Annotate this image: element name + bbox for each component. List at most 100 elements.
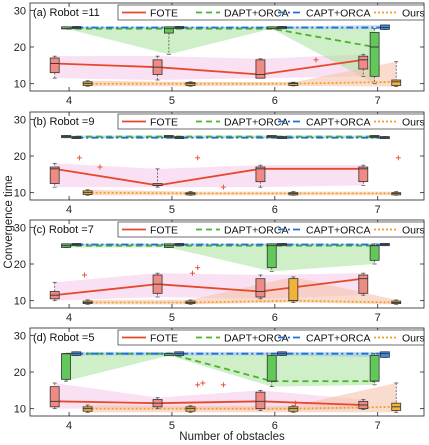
fote-box bbox=[255, 278, 266, 298]
y-tick-label: 20 bbox=[14, 151, 26, 163]
fote-outlier bbox=[97, 164, 103, 170]
fote-outlier bbox=[195, 382, 201, 388]
dapt-box bbox=[266, 355, 277, 382]
legend: FOTE DAPT+ORCA CAPT+ORCA Ours bbox=[117, 113, 425, 130]
y-tick-label: 30 bbox=[14, 114, 26, 126]
panel-title: (d) Robot =5 bbox=[33, 332, 94, 344]
dapt-range-band bbox=[66, 26, 375, 84]
panel-title: (a) Robot =11 bbox=[33, 7, 100, 19]
legend-label-dapt: DAPT+ORCA bbox=[224, 225, 288, 237]
fote-outlier bbox=[76, 155, 82, 161]
fote-median-line bbox=[54, 400, 364, 406]
y-tick-label: 20 bbox=[14, 259, 26, 271]
fote-box bbox=[255, 59, 266, 79]
capt-box bbox=[380, 351, 390, 358]
ours-range-band bbox=[87, 61, 397, 87]
fote-outlier bbox=[220, 184, 226, 190]
fote-outlier bbox=[395, 155, 401, 161]
fote-outlier bbox=[190, 270, 196, 276]
legend-label-capt: CAPT+ORCA bbox=[306, 8, 370, 20]
dapt-box bbox=[163, 26, 174, 34]
dapt-box bbox=[369, 355, 380, 382]
legend-label-ours: Ours bbox=[402, 225, 425, 237]
fote-outlier bbox=[200, 380, 206, 386]
legend-label-ours: Ours bbox=[402, 8, 425, 20]
fote-outlier bbox=[220, 382, 226, 388]
legend-label-fote: FOTE bbox=[150, 333, 178, 345]
dapt-range-band bbox=[66, 243, 375, 272]
x-tick-label: 6 bbox=[272, 204, 278, 216]
dapt-box bbox=[369, 31, 380, 77]
legend-box bbox=[117, 113, 425, 130]
fote-outlier bbox=[195, 155, 201, 161]
ours-median-line bbox=[87, 191, 397, 195]
legend-label-capt: CAPT+ORCA bbox=[306, 225, 370, 237]
ours-box bbox=[288, 82, 299, 86]
x-tick-label: 7 bbox=[375, 312, 381, 324]
legend-label-fote: FOTE bbox=[150, 8, 178, 20]
ours-median-line bbox=[87, 405, 397, 410]
y-tick-label: 30 bbox=[14, 222, 26, 234]
legend: FOTE DAPT+ORCA CAPT+ORCA Ours bbox=[117, 4, 425, 21]
ours-box bbox=[391, 79, 402, 86]
x-tick-label: 4 bbox=[66, 420, 72, 432]
x-tick-label: 4 bbox=[66, 204, 72, 216]
y-tick-label: 20 bbox=[14, 367, 26, 379]
fote-box bbox=[49, 386, 60, 408]
fote-box bbox=[255, 166, 266, 183]
x-tick-label: 5 bbox=[169, 204, 175, 216]
panel-4: 10 20 30 4 5 6 7 (d) Robot =5 FOTE DAPT+ORCA CAPT+… bbox=[14, 327, 425, 432]
fote-median-line bbox=[54, 58, 364, 76]
legend-label-capt: CAPT+ORCA bbox=[306, 117, 370, 129]
x-tick-label: 5 bbox=[169, 95, 175, 107]
legend-label-fote: FOTE bbox=[150, 117, 178, 129]
panel-3: 10 20 30 4 5 6 7 (c) Robot =7 FOTE DAPT+ORCA CAPT+… bbox=[14, 219, 425, 324]
legend-label-dapt: DAPT+ORCA bbox=[224, 8, 288, 20]
y-tick-label: 20 bbox=[14, 42, 26, 54]
dapt-box bbox=[266, 243, 277, 269]
x-tick-label: 4 bbox=[66, 312, 72, 324]
dapt-box bbox=[61, 353, 71, 380]
legend-box bbox=[117, 4, 425, 21]
fote-median-line bbox=[54, 167, 364, 187]
x-tick-label: 4 bbox=[66, 95, 72, 107]
x-tick-label: 7 bbox=[375, 95, 381, 107]
x-tick-label: 6 bbox=[272, 420, 278, 432]
x-tick-label: 7 bbox=[375, 204, 381, 216]
fote-range-band bbox=[54, 54, 364, 80]
fote-range-band bbox=[54, 383, 364, 411]
y-tick-label: 30 bbox=[14, 5, 26, 17]
fote-outlier bbox=[82, 272, 88, 278]
legend-box bbox=[117, 329, 425, 346]
legend-label-dapt: DAPT+ORCA bbox=[224, 333, 288, 345]
y-axis-label: Convergence time bbox=[3, 175, 15, 268]
x-axis-label: Number of obstacles bbox=[179, 431, 285, 443]
y-tick-label: 10 bbox=[14, 296, 26, 308]
fote-box bbox=[255, 391, 266, 410]
fote-box bbox=[358, 166, 369, 183]
dapt-range-band bbox=[66, 353, 375, 387]
legend: FOTE DAPT+ORCA CAPT+ORCA Ours bbox=[117, 329, 425, 346]
legend-label-fote: FOTE bbox=[150, 225, 178, 237]
dapt-median-line bbox=[66, 27, 375, 48]
x-tick-label: 6 bbox=[272, 312, 278, 324]
y-tick-label: 10 bbox=[14, 404, 26, 416]
legend-label-ours: Ours bbox=[402, 117, 425, 129]
panel-title: (b) Robot =9 bbox=[33, 116, 94, 128]
fote-box bbox=[49, 166, 60, 184]
panel-2: 10 20 30 4 5 6 7 (b) Robot =9 FOTE DAPT+ORCA CAPT+… bbox=[14, 111, 425, 216]
x-tick-label: 5 bbox=[169, 420, 175, 432]
fote-outlier bbox=[292, 400, 298, 406]
legend-label-ours: Ours bbox=[402, 333, 425, 345]
ours-median-line bbox=[87, 80, 397, 85]
fote-box bbox=[358, 274, 369, 294]
fote-outlier bbox=[195, 265, 201, 271]
x-tick-label: 6 bbox=[272, 95, 278, 107]
y-tick-label: 10 bbox=[14, 79, 26, 91]
panel-title: (c) Robot =7 bbox=[33, 224, 94, 236]
panel-1: 10 20 30 4 5 6 7 (a) Robot =11 FOTE DAPT+ORCA CAPT… bbox=[14, 2, 425, 107]
legend-box bbox=[117, 221, 425, 238]
legend: FOTE DAPT+ORCA CAPT+ORCA Ours bbox=[117, 221, 425, 238]
fote-median-line bbox=[54, 277, 364, 297]
